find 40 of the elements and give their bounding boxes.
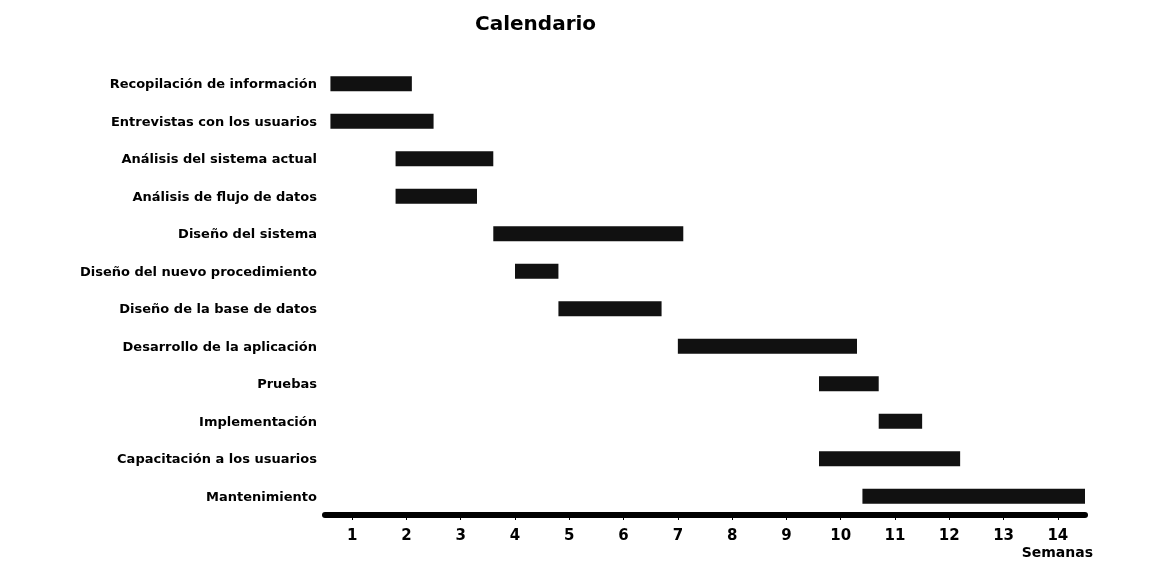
x-tick-label: 4 — [509, 525, 521, 544]
x-tick-label: 13 — [993, 525, 1015, 544]
bar — [677, 338, 857, 354]
bar — [515, 263, 559, 279]
bar — [819, 451, 961, 467]
x-tick-label: 8 — [726, 525, 738, 544]
chart-title: Calendario — [475, 11, 597, 35]
bar — [330, 76, 412, 92]
y-tick-label: Diseño del sistema — [178, 226, 317, 242]
y-tick-label: Desarrollo de la aplicación — [122, 338, 317, 354]
y-tick-label: Mantenimiento — [206, 488, 318, 504]
bar — [819, 376, 879, 392]
x-tick-label: 10 — [830, 525, 852, 544]
bar — [493, 226, 684, 242]
y-tick-label: Análisis del sistema actual — [121, 151, 317, 167]
bar — [395, 188, 477, 204]
x-tick-label: 12 — [938, 525, 960, 544]
bar — [330, 113, 434, 129]
x-tick-label: 1 — [346, 525, 358, 544]
y-tick-label: Diseño de la base de datos — [119, 301, 318, 317]
x-tick-label: 9 — [781, 525, 792, 544]
x-tick-label: 3 — [455, 525, 466, 544]
x-tick-label: 14 — [1047, 525, 1069, 544]
bar — [395, 151, 494, 167]
bar — [878, 413, 923, 429]
x-tick-label: 6 — [618, 525, 629, 544]
y-tick-label: Implementación — [199, 413, 317, 429]
bar — [558, 301, 662, 317]
y-tick-label: Recopilación de información — [109, 76, 317, 92]
y-tick-label: Diseño del nuevo procedimiento — [79, 263, 318, 279]
bar — [862, 488, 1085, 504]
y-tick-label: Pruebas — [257, 376, 318, 392]
y-tick-label: Entrevistas con los usuarios — [110, 113, 318, 129]
y-tick-label: Capacitación a los usuarios — [117, 451, 318, 467]
x-tick-label: 2 — [401, 525, 412, 544]
y-tick-label: Análisis de flujo de datos — [132, 188, 318, 204]
x-axis-title: Semanas — [1021, 544, 1093, 560]
x-tick-label: 11 — [884, 525, 906, 544]
x-tick-label: 5 — [564, 525, 575, 544]
x-tick-label: 7 — [672, 525, 684, 544]
